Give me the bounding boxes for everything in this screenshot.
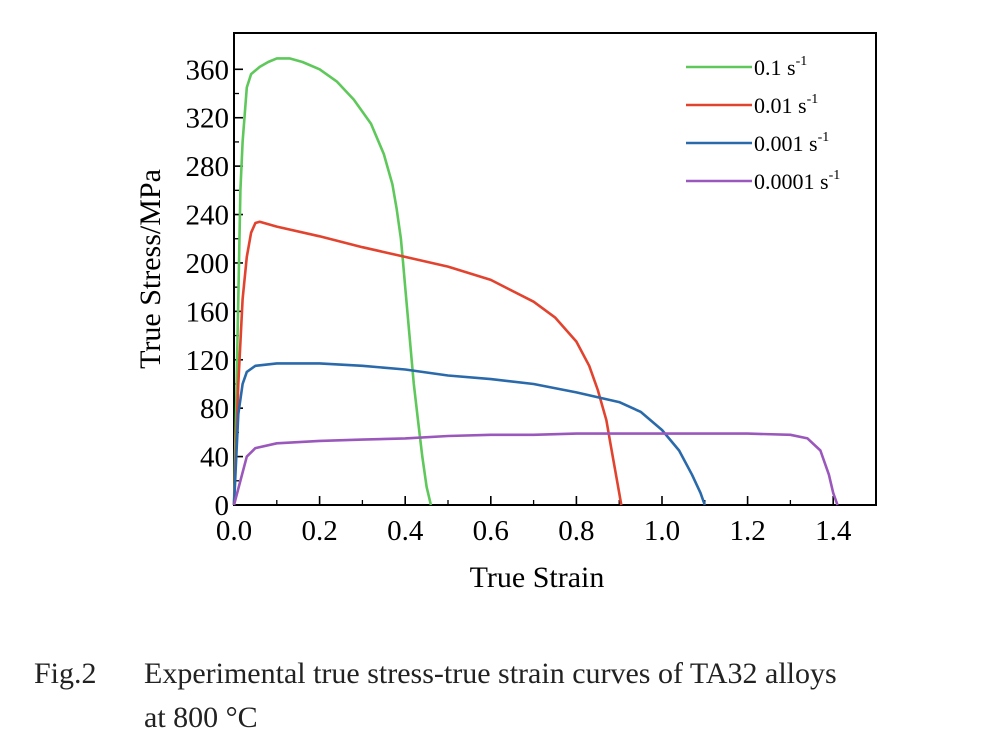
y-tick-label: 240 xyxy=(186,200,230,232)
y-tick-label: 40 xyxy=(200,442,229,474)
y-tick-label: 200 xyxy=(186,248,230,280)
x-axis-title: True Strain xyxy=(470,561,605,594)
figure-caption: Fig.2 Experimental true stress-true strai… xyxy=(34,652,984,740)
y-tick-label: 0 xyxy=(215,490,230,522)
caption-line-2: at 800 °C xyxy=(144,701,258,734)
y-tick-label: 280 xyxy=(186,151,230,183)
legend-label-2: 0.01 s-1 xyxy=(754,92,818,118)
x-tick-label: 0.2 xyxy=(301,515,337,547)
x-tick-label: 0.4 xyxy=(387,515,424,547)
x-tick-label: 0.0 xyxy=(216,515,252,547)
series-line-4 xyxy=(232,432,839,506)
x-tick-label: 1.0 xyxy=(644,515,680,547)
series-line-1 xyxy=(232,57,433,506)
y-tick-label: 320 xyxy=(186,103,230,135)
stress-strain-chart: 0.0 0.2 0.4 0.6 0.8 1.0 1.2 1.4 0 40 80 120 160 200 24… xyxy=(134,32,877,594)
x-tick-label: 1.4 xyxy=(815,515,852,547)
plot-area: 0.0 0.2 0.4 0.6 0.8 1.0 1.2 1.4 0 40 80 120 160 200 24… xyxy=(134,32,877,594)
series-line-3 xyxy=(232,362,707,506)
x-tick-label: 0.6 xyxy=(473,515,509,547)
legend-label-3: 0.001 s-1 xyxy=(754,130,829,156)
x-tick-label: 1.2 xyxy=(729,515,765,547)
y-axis-title: True Stress/MPa xyxy=(134,169,167,369)
caption-line-1: Experimental true stress-true strain cur… xyxy=(144,657,837,690)
y-tick-label: 120 xyxy=(186,345,230,377)
y-tick-label: 160 xyxy=(186,296,230,328)
y-tick-label: 360 xyxy=(186,54,230,86)
figure-label: Fig.2 xyxy=(34,657,97,690)
x-tick-label: 0.8 xyxy=(558,515,594,547)
legend-label-4: 0.0001 s-1 xyxy=(754,168,840,194)
series-line-2 xyxy=(232,220,623,506)
plot-frame xyxy=(233,32,877,506)
y-tick-label: 80 xyxy=(200,393,229,425)
legend-label-1: 0.1 s-1 xyxy=(754,54,807,80)
